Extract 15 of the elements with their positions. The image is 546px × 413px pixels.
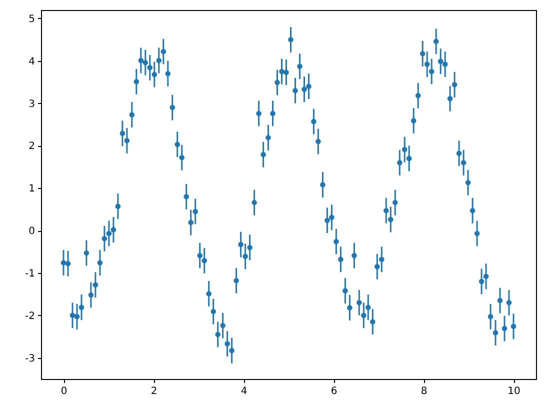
x-tick-label: 0 bbox=[60, 386, 68, 397]
x-tick-label: 6 bbox=[330, 386, 338, 397]
y-tick-label: 0 bbox=[28, 226, 35, 238]
x-tick-label: 8 bbox=[420, 386, 428, 397]
y-tick-label: -3 bbox=[25, 353, 35, 364]
y-tick-label: 3 bbox=[28, 98, 35, 110]
x-tick-label: 4 bbox=[240, 386, 248, 397]
y-tick-label: -1 bbox=[25, 268, 35, 280]
y-tick-label: 2 bbox=[28, 141, 35, 152]
y-tick-label: 4 bbox=[28, 56, 35, 68]
y-tick-label: -2 bbox=[25, 310, 35, 322]
y-tick-label: 1 bbox=[28, 184, 35, 195]
x-tick-label: 10 bbox=[508, 386, 520, 397]
x-tick-label: 2 bbox=[150, 386, 158, 397]
y-tick-label: 5 bbox=[28, 14, 35, 25]
